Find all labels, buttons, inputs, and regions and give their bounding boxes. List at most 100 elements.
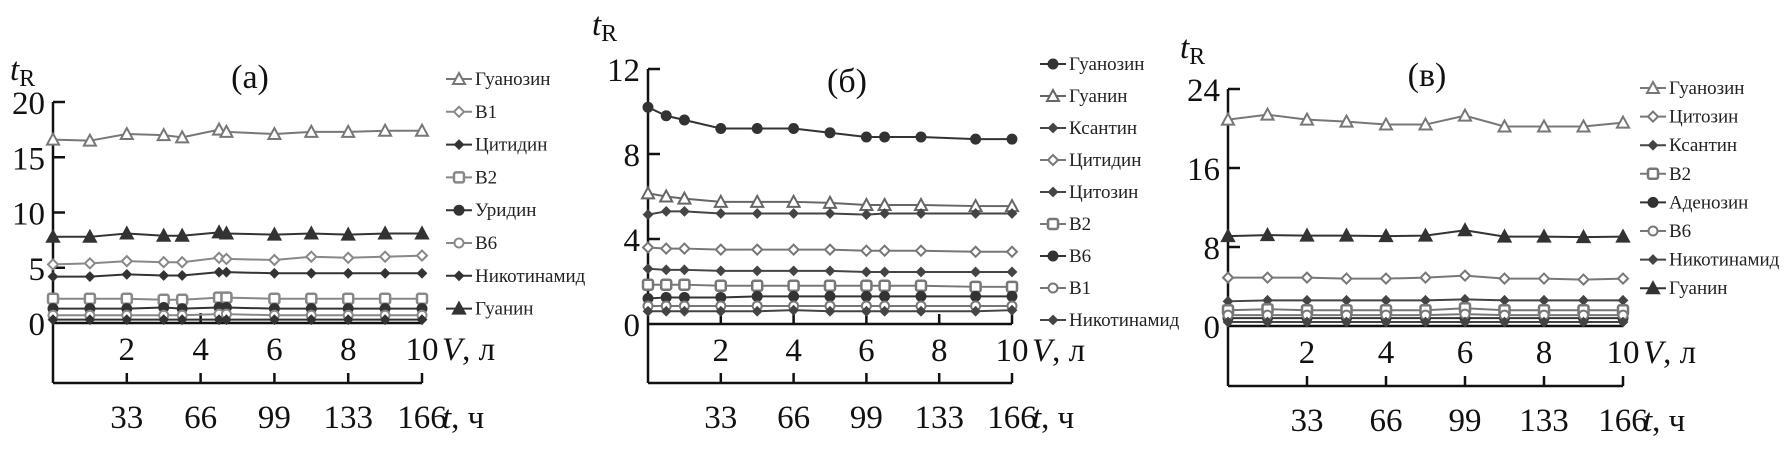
data-point [1220,111,1236,126]
y-tick-label: 0 [624,308,641,344]
data-point [1301,294,1313,306]
data-point [1005,245,1019,259]
data-point [414,225,430,240]
legend-item: Гуанозин [446,69,550,90]
time-axis-label: t, ч [1643,403,1685,439]
panel-title: (а) [231,59,269,96]
x-axis-label: V, л [1032,333,1085,369]
x-tick-label: 4 [1378,335,1395,371]
time-tick-label: 133 [323,400,373,436]
data-point [267,253,281,267]
data-point [1457,107,1473,122]
data-point [641,241,655,254]
legend-item: Гуанин [446,299,533,320]
x-tick-label: 10 [996,333,1029,369]
data-point [377,225,393,240]
data-point [859,244,873,258]
data-point [1378,116,1394,131]
data-point [45,228,61,243]
data-point [660,205,672,217]
x-axis-label: V, л [442,332,495,368]
data-point [642,209,654,220]
legend-item: Гуанозин [1040,54,1144,75]
data-point [969,280,982,294]
data-point [824,305,836,317]
series-line [53,231,422,238]
data-point [1221,271,1235,285]
data-point [268,292,281,305]
data-point [788,290,800,302]
legend-label: Гуанозин [1069,54,1144,75]
data-point [1341,316,1352,328]
data-point [1536,228,1552,243]
y-axis-label: tR [10,52,35,92]
y-tick-label: 20 [12,86,45,122]
time-axis-label: t, ч [442,400,484,436]
data-point [1458,269,1472,283]
data-point [342,267,354,279]
data-point [1262,316,1273,328]
data-point [1538,294,1550,306]
legend-item: Цитидин [1040,150,1141,171]
data-point [268,314,280,326]
data-point [1499,294,1510,306]
legend-label: В1 [1069,278,1091,299]
x-tick-label: 6 [1457,335,1474,371]
data-point [823,243,837,257]
legend-label: Никотинамид [475,266,586,287]
y-tick-label: 8 [1204,231,1221,267]
legend-marker [1645,280,1661,295]
legend-marker [452,171,466,184]
time-tick-label: 166 [397,400,447,436]
legend-label: В2 [475,167,497,188]
data-point [788,208,800,219]
data-point [860,290,872,302]
series-5 [641,278,1019,294]
data-point [1459,316,1471,328]
data-point [378,250,392,264]
data-point [377,122,393,137]
legend-label: Гуанозин [1669,78,1744,99]
data-point [878,244,892,258]
data-point [305,267,317,279]
x-tick-label: 6 [266,332,283,368]
legend-item: В6 [446,233,497,254]
data-point [158,270,170,281]
legend-label: Гуанозин [475,69,550,90]
legend-marker [453,237,465,249]
data-point [1380,294,1392,306]
data-point [915,208,927,219]
series-3 [641,241,1019,259]
data-point [751,123,763,134]
x-tick-label: 4 [192,332,209,368]
data-point [303,123,319,138]
data-point [220,291,233,304]
data-point [1499,316,1510,328]
legend-label: Гуанин [1669,278,1727,299]
y-axis-label-sub: R [19,66,35,92]
legend-marker [1647,139,1659,151]
data-point [1575,229,1592,244]
y-axis-label-sub: R [601,21,617,47]
time-tick-label: 133 [1519,403,1569,439]
data-point [119,125,135,141]
data-point [120,254,134,268]
legend-item: В1 [446,102,497,123]
data-point [660,264,672,276]
data-point [915,266,927,278]
series-line [52,254,423,266]
y-tick-label: 0 [1204,310,1221,346]
y-tick-label: 8 [624,138,641,174]
x-tick-label: 8 [1536,335,1553,371]
data-point [1617,316,1629,328]
x-tick-label: 2 [119,332,136,368]
time-tick-label: 66 [777,400,810,436]
data-point [785,193,802,208]
legend-marker [1645,79,1661,94]
panel-title: (в) [1408,57,1447,94]
y-axis-label-main: t [1180,30,1190,66]
data-point [751,208,763,219]
data-point [642,305,654,317]
data-point [120,292,134,305]
data-point [1378,228,1394,243]
